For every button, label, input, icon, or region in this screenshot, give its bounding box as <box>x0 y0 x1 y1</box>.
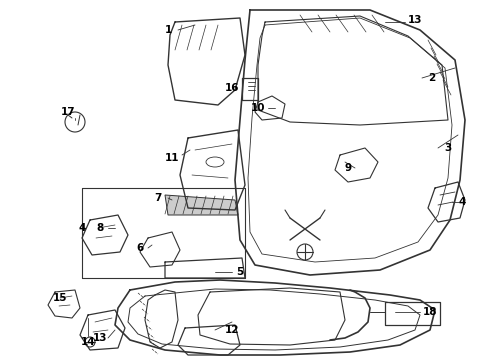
Text: 9: 9 <box>344 163 351 173</box>
Text: 8: 8 <box>97 223 103 233</box>
Text: 6: 6 <box>136 243 144 253</box>
Text: 5: 5 <box>236 267 244 277</box>
Text: 18: 18 <box>423 307 437 317</box>
Text: 1: 1 <box>164 25 171 35</box>
Text: 11: 11 <box>165 153 179 163</box>
Text: 10: 10 <box>251 103 265 113</box>
Text: 16: 16 <box>225 83 239 93</box>
Text: 4: 4 <box>78 223 86 233</box>
Text: 13: 13 <box>93 333 107 343</box>
Polygon shape <box>165 195 238 215</box>
Text: 12: 12 <box>225 325 239 335</box>
Text: 17: 17 <box>61 107 75 117</box>
Text: 13: 13 <box>408 15 422 25</box>
Text: 14: 14 <box>81 337 96 347</box>
Text: 15: 15 <box>53 293 67 303</box>
Text: 2: 2 <box>428 73 436 83</box>
Text: 3: 3 <box>444 143 452 153</box>
Text: 7: 7 <box>154 193 162 203</box>
Text: 4: 4 <box>458 197 466 207</box>
